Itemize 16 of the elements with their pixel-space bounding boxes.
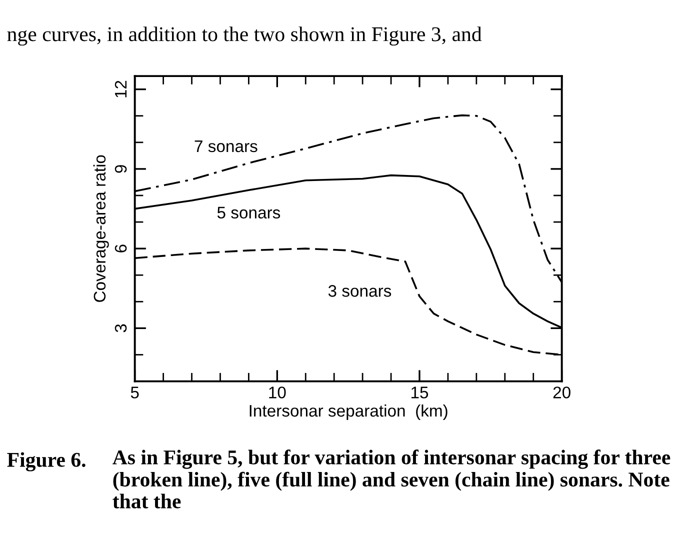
y-tick-label: 9: [114, 165, 127, 173]
series-label: 7 sonars: [194, 140, 258, 152]
x-tick-label: 20: [553, 386, 570, 398]
x-axis-title: Intersonar separation (km): [250, 404, 448, 420]
text: As in Figure 5, but for variation of intersonar spacing for three (broken line), five (full line) and seven (chain line) sonars. Note that the: [112, 450, 670, 508]
series-label: 5 sonars: [217, 206, 280, 219]
y-tick-label: 12: [114, 80, 127, 98]
y-tick-label: 6: [114, 244, 127, 252]
text: nge curves, in addition to the two shown in Figure 3, and: [7, 26, 482, 46]
series-label: 3 sonars: [328, 285, 392, 297]
x-tick-label: 5: [130, 386, 139, 398]
y-tick-label: 3: [114, 324, 127, 332]
x-tick-label: 10: [269, 386, 286, 398]
x-tick-label: 15: [412, 386, 428, 398]
y-axis-title: Coverage-area ratio: [93, 155, 109, 302]
caption: Figure 6.: [7, 452, 86, 472]
